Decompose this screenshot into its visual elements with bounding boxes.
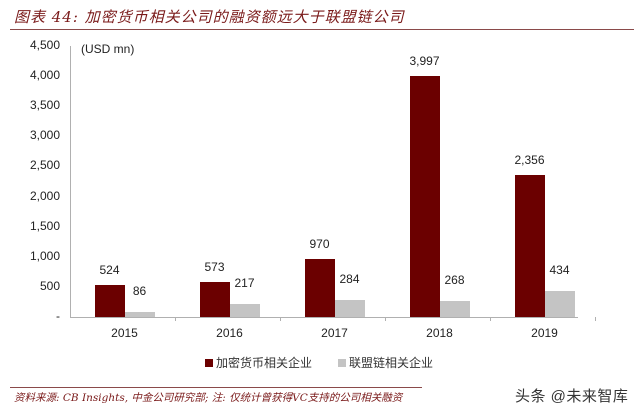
x-tick-label: 2018 <box>426 326 453 340</box>
x-tick-label: 2015 <box>111 326 138 340</box>
y-tick-label: 1,500 <box>29 218 60 233</box>
data-label: 573 <box>204 260 225 275</box>
footer-divider <box>10 387 422 388</box>
bar-consortium <box>439 300 470 317</box>
y-tick-label: 4,000 <box>29 68 60 83</box>
y-tick-label: 3,500 <box>29 98 60 113</box>
y-tick-label: 4,500 <box>29 38 60 52</box>
data-label: 524 <box>99 263 120 278</box>
data-label: 970 <box>309 236 330 251</box>
legend-label-crypto: 加密货币相关企业 <box>216 356 313 370</box>
title-divider <box>10 29 634 30</box>
x-axis <box>70 317 578 318</box>
data-label: 217 <box>234 275 255 290</box>
data-label: 2,356 <box>514 153 545 168</box>
legend-label-consortium: 联盟链相关企业 <box>349 356 434 370</box>
data-label: 3,997 <box>409 54 440 69</box>
legend-item-consortium: 联盟链相关企业 <box>338 354 433 371</box>
legend-swatch-crypto <box>205 358 213 367</box>
x-tick-mark <box>280 317 281 321</box>
data-label: 268 <box>444 272 465 287</box>
y-tick-label: - <box>56 309 60 323</box>
legend-swatch-consortium <box>338 358 347 367</box>
bar-consortium <box>229 303 260 317</box>
bar-crypto <box>409 76 440 317</box>
y-axis <box>70 46 71 318</box>
x-tick-label: 2017 <box>321 326 348 340</box>
chart-title: 图表 44: 加密货币相关公司的融资额远大于联盟链公司 <box>14 8 405 26</box>
y-tick-label: 500 <box>39 278 60 293</box>
bar-consortium <box>334 299 365 317</box>
legend-item-crypto: 加密货币相关企业 <box>205 354 312 371</box>
x-tick-label: 2016 <box>216 326 243 340</box>
y-tick-label: 2,500 <box>29 158 60 173</box>
bar-crypto <box>514 175 545 317</box>
bar-consortium <box>544 290 575 317</box>
x-tick-mark <box>595 317 596 321</box>
data-label: 284 <box>339 271 360 286</box>
bar-consortium <box>124 311 155 317</box>
unit-label: (USD mn) <box>81 42 135 56</box>
y-tick-label: 3,000 <box>29 128 60 143</box>
data-label: 86 <box>132 283 147 298</box>
watermark: 头条 @未来智库 <box>515 388 629 405</box>
x-tick-mark <box>490 317 491 321</box>
y-tick-label: 2,000 <box>29 188 60 203</box>
x-tick-label: 2019 <box>531 326 558 340</box>
source-note: 资料来源: CB Insights, 中金公司研究部; 注: 仅统计曾获得VC支… <box>14 392 403 404</box>
bar-crypto <box>94 285 125 317</box>
data-label: 434 <box>549 262 570 277</box>
legend: 加密货币相关企业 联盟链相关企业 <box>205 354 433 371</box>
y-tick-label: 1,000 <box>29 248 60 263</box>
bar-crypto <box>199 282 230 317</box>
x-tick-mark <box>385 317 386 321</box>
bar-crypto <box>304 258 335 317</box>
x-tick-mark <box>175 317 176 321</box>
